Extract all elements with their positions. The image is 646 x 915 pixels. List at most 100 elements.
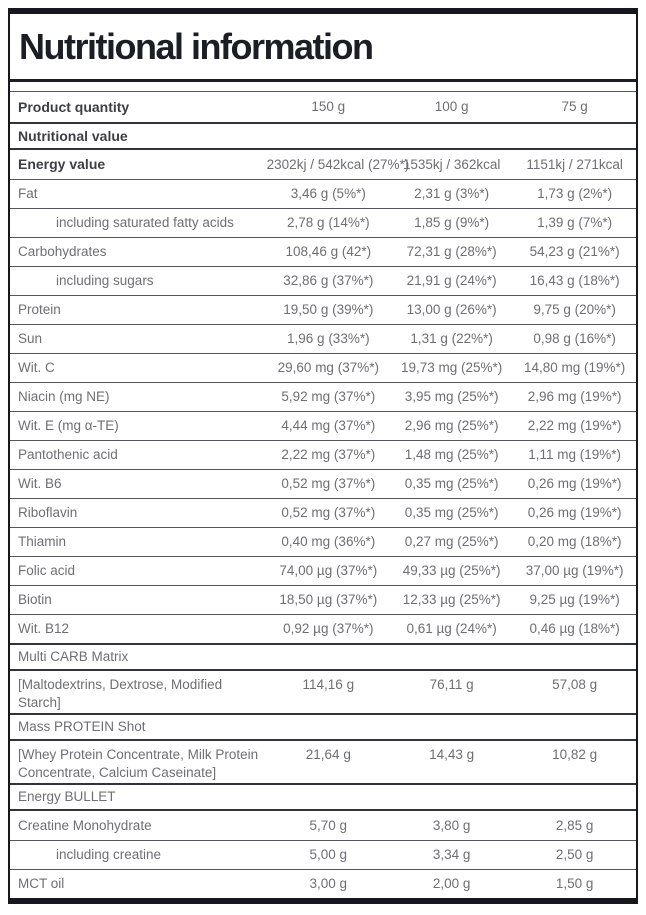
row-value: 3,46 g (5%*): [290, 186, 366, 202]
row-value: 1,85 g (9%*): [414, 215, 490, 231]
row-value: 1,48 mg (25%*): [404, 447, 499, 463]
row-value: 1,11 mg (19%*): [528, 447, 622, 463]
row-label: Nutritional value: [18, 127, 128, 144]
row-value: 0,98 g (16%*): [533, 331, 616, 347]
row-label: MCT oil: [18, 876, 65, 892]
row-value: 12,33 µg (25%*): [402, 592, 501, 608]
header-col-150g: 150 g: [311, 99, 346, 115]
row-value: 2,50 g: [555, 847, 594, 863]
row-value: 72,31 g (28%*): [406, 244, 497, 260]
row-label: Fat: [18, 186, 38, 202]
row-value: 2,96 mg (25%*): [404, 418, 499, 434]
header-product-quantity: Product quantity: [18, 98, 130, 115]
row-value: 0,52 mg (37%*): [281, 505, 376, 521]
row-value: 0,46 µg (18%*): [529, 621, 620, 637]
row-value: 1535kj / 362kcal: [402, 156, 501, 172]
row-label: including sugars: [56, 273, 154, 289]
row-value: 3,95 mg (25%*): [404, 389, 499, 405]
table-row: including saturated fatty acids 2,78 g (1…: [10, 208, 636, 237]
row-value: 0,92 µg (37%*): [283, 621, 374, 637]
table-row: including sugars 32,86 g (37%*) 21,91 g (2…: [10, 266, 636, 295]
section-row: Nutritional value: [10, 122, 636, 150]
row-label: Wit. C: [18, 360, 55, 376]
row-value: 74,00 µg (37%*): [279, 563, 378, 579]
row-value: 1,96 g (33%*): [287, 331, 370, 347]
table-row: Protein 19,50 g (39%*) 13,00 g (26%*) 9,75 …: [10, 295, 636, 324]
row-value: 5,70 g: [309, 817, 348, 833]
row-value: 2,22 mg (37%*): [281, 447, 376, 463]
row-value: 3,80 g: [432, 817, 471, 833]
row-label: [Maltodextrins, Dextrose, Modified Starc…: [18, 677, 223, 710]
row-label: Carbohydrates: [18, 244, 107, 260]
row-label: Wit. B6: [18, 476, 62, 492]
table-row: MCT oil 3,00 g 2,00 g 1,50 g: [10, 869, 636, 898]
table-row: Sun 1,96 g (33%*) 1,31 g (22%*) 0,98 g (16%…: [10, 324, 636, 353]
row-value: 9,25 µg (19%*): [529, 592, 620, 608]
row-value: 0,35 mg (25%*): [404, 476, 499, 492]
row-label: Energy BULLET: [18, 789, 116, 805]
row-value: 5,00 g: [309, 847, 348, 863]
table-row: Thiamin 0,40 mg (36%*) 0,27 mg (25%*) 0,20 …: [10, 527, 636, 556]
section-row: Energy BULLET: [10, 783, 636, 811]
row-value: 21,64 g: [305, 747, 351, 762]
row-value: 0,20 mg (18%*): [527, 534, 622, 550]
row-value: 14,80 mg (19%*): [523, 360, 626, 376]
table-row: [Whey Protein Concentrate, Milk Protein …: [10, 741, 636, 783]
section-row: Multi CARB Matrix: [10, 643, 636, 671]
row-label: Biotin: [18, 592, 52, 608]
row-value: 2,78 g (14%*): [287, 215, 370, 231]
row-value: 9,75 g (20%*): [533, 302, 616, 318]
row-value: 2,85 g: [555, 817, 594, 833]
page-title: Nutritional information: [19, 25, 374, 67]
row-label: Folic acid: [18, 563, 76, 579]
row-value: 1151kj / 271kcal: [526, 156, 623, 172]
row-value: 2,31 g (3%*): [414, 186, 490, 202]
row-value: 18,50 µg (37%*): [279, 592, 378, 608]
row-value: 32,86 g (37%*): [283, 273, 374, 289]
row-label: Riboflavin: [18, 505, 78, 521]
row-label: Thiamin: [18, 534, 67, 550]
table-row: Carbohydrates 108,46 g (42*) 72,31 g (28%*…: [10, 237, 636, 266]
row-value: 0,35 mg (25%*): [404, 505, 499, 521]
row-value: 0,27 mg (25%*): [404, 534, 499, 550]
row-value: 21,91 g (24%*): [406, 273, 497, 289]
row-value: 14,43 g: [429, 747, 475, 762]
row-label: including saturated fatty acids: [56, 215, 234, 231]
row-value: 29,60 mg (37%*): [277, 360, 379, 376]
table-row: Folic acid 74,00 µg (37%*) 49,33 µg (25%*)…: [10, 556, 636, 585]
nutrition-table-body: Nutritional value Energy value 2302kj / 54…: [10, 122, 636, 898]
row-value: 2,96 mg (19%*): [527, 389, 622, 405]
table-row: Niacin (mg NE) 5,92 mg (37%*) 3,95 mg (25%…: [10, 382, 636, 411]
row-value: 108,46 g (42*): [285, 244, 372, 260]
row-label: Sun: [18, 331, 43, 347]
row-value: 0,26 mg (19%*): [527, 505, 622, 521]
row-value: 1,50 g: [555, 876, 594, 892]
row-label: Energy value: [18, 156, 106, 173]
row-value: 54,23 g (21%*): [529, 244, 620, 260]
row-value: 13,00 g (26%*): [406, 302, 497, 318]
row-value: 0,26 mg (19%*): [527, 476, 622, 492]
table-row: Creatine Monohydrate 5,70 g 3,80 g 2,85 g: [10, 811, 636, 840]
row-value: 10,82 g: [552, 747, 598, 762]
row-label: Multi CARB Matrix: [18, 649, 129, 665]
table-row: Energy value 2302kj / 542kcal (27%*) 1535k…: [10, 150, 636, 179]
table-row: Wit. B6 0,52 mg (37%*) 0,35 mg (25%*) 0,26 …: [10, 469, 636, 498]
table-header-row: Product quantity 150 g 100 g 75 g: [10, 91, 636, 122]
table-row: Biotin 18,50 µg (37%*) 12,33 µg (25%*) 9,25…: [10, 585, 636, 614]
nutrition-table: Nutritional information Product quantity…: [8, 8, 638, 904]
table-row: Pantothenic acid 2,22 mg (37%*) 1,48 mg (2…: [10, 440, 636, 469]
row-value: 16,43 g (18%*): [529, 273, 620, 289]
row-label: Mass PROTEIN Shot: [18, 719, 146, 735]
table-row: Wit. C 29,60 mg (37%*) 19,73 mg (25%*) 14,8…: [10, 353, 636, 382]
row-value: 0,61 µg (24%*): [406, 621, 497, 637]
row-label: [Whey Protein Concentrate, Milk Protein …: [18, 747, 259, 780]
row-value: 3,34 g: [432, 847, 471, 863]
header-col-75g: 75 g: [561, 99, 588, 115]
row-label: including creatine: [56, 847, 162, 863]
row-value: 1,73 g (2%*): [537, 186, 613, 202]
header-col-100g: 100 g: [434, 99, 469, 115]
row-value: 0,40 mg (36%*): [281, 534, 376, 550]
row-label: Pantothenic acid: [18, 447, 118, 463]
row-label: Protein: [18, 302, 61, 318]
table-row: including creatine 5,00 g 3,34 g 2,50 g: [10, 840, 636, 869]
